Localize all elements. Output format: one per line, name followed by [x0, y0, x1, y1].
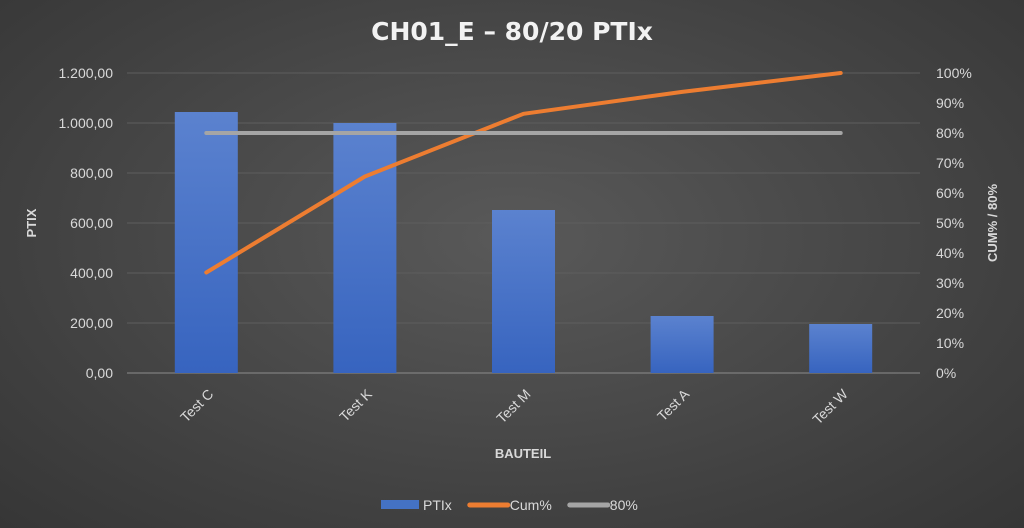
y2-tick-label: 60% [936, 185, 964, 201]
y2-tick-label: 80% [936, 125, 964, 141]
legend-label: Cum% [510, 497, 552, 513]
y2-tick-label: 100% [936, 65, 972, 81]
y-tick-label: 1.000,00 [59, 115, 114, 131]
y2-tick-label: 20% [936, 305, 964, 321]
bar-ptix [650, 316, 714, 373]
legend: PTIx Cum% 80% [381, 497, 638, 513]
bar-ptix [333, 123, 397, 373]
y2-tick-label: 0% [936, 365, 956, 381]
bar-ptix [492, 210, 555, 373]
x-tick-label: Test A [654, 385, 693, 424]
y2-tick-label: 70% [936, 155, 964, 171]
x-tick-label: Test M [493, 386, 533, 426]
chart-title: CH01_E – 80/20 PTIx [371, 17, 653, 46]
legend-label: PTIx [423, 497, 452, 513]
legend-swatch-ptix [381, 500, 419, 509]
x-tick-label: Test K [336, 385, 375, 424]
y2-tick-label: 10% [936, 335, 964, 351]
x-tick-label: Test C [177, 386, 216, 425]
legend-label: 80% [610, 497, 638, 513]
line-cumpct [204, 71, 843, 275]
y-axis-title: PTIX [24, 208, 39, 237]
y2-axis-title: CUM% / 80% [985, 184, 1000, 262]
y-tick-label: 800,00 [70, 165, 113, 181]
x-tick-label: Test W [809, 385, 851, 427]
y-tick-label: 600,00 [70, 215, 113, 231]
y-tick-label: 0,00 [86, 365, 113, 381]
y2-tick-label: 30% [936, 275, 964, 291]
y-tick-label: 200,00 [70, 315, 113, 331]
x-axis-title: BAUTEIL [495, 446, 551, 461]
y-tick-label: 1.200,00 [59, 65, 114, 81]
bar-ptix [174, 112, 238, 373]
y2-tick-label: 90% [936, 95, 964, 111]
y-tick-label: 400,00 [70, 265, 113, 281]
y2-tick-label: 50% [936, 215, 964, 231]
y2-tick-label: 40% [936, 245, 964, 261]
bar-ptix [809, 324, 873, 373]
